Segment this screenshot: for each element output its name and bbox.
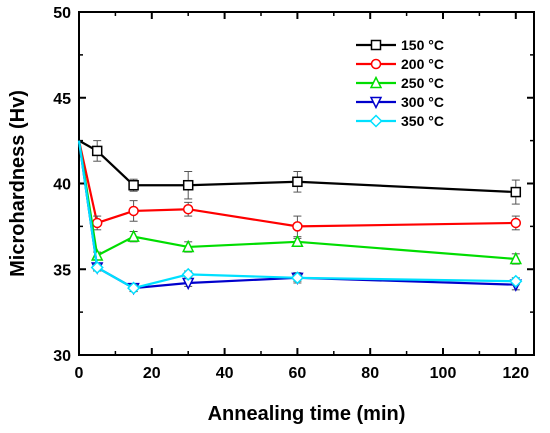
legend-entry-1: 150 °C bbox=[356, 37, 444, 53]
data-point bbox=[509, 251, 523, 265]
series-line bbox=[77, 140, 516, 290]
series-line bbox=[77, 140, 516, 290]
y-axis-title: Microhardness (Hv) bbox=[7, 90, 29, 277]
x-tick-label: 80 bbox=[361, 365, 379, 382]
data-point bbox=[128, 205, 139, 217]
data-point bbox=[292, 221, 303, 232]
legend-entry-3: 250 °C bbox=[356, 75, 444, 91]
data-point bbox=[510, 217, 522, 229]
legend-label: 250 °C bbox=[401, 75, 444, 91]
data-point bbox=[509, 274, 523, 288]
series-layer bbox=[77, 139, 523, 296]
x-tick-label: 120 bbox=[502, 365, 529, 382]
y-tick-label: 30 bbox=[53, 348, 71, 365]
series-line bbox=[77, 140, 516, 261]
data-point bbox=[290, 271, 304, 285]
data-point bbox=[127, 281, 141, 295]
series-2 bbox=[77, 140, 522, 238]
data-point bbox=[91, 145, 103, 157]
data-point bbox=[127, 229, 140, 242]
x-tick-label: 0 bbox=[75, 365, 84, 382]
legend-label: 350 °C bbox=[401, 113, 444, 129]
x-tick-label: 40 bbox=[216, 365, 234, 382]
series-line bbox=[77, 140, 516, 228]
axes: 0 20 40 60 80 100 120 30 35 40 45 50 bbox=[53, 5, 535, 382]
series-5 bbox=[77, 140, 523, 295]
data-point bbox=[291, 234, 304, 248]
legend-marker bbox=[369, 114, 383, 128]
x-axis-title: Annealing time (min) bbox=[208, 403, 406, 425]
series-3 bbox=[77, 140, 523, 265]
legend: 150 °C 200 °C 250 °C 300 °C 350 °C bbox=[356, 37, 444, 129]
series-1 bbox=[78, 139, 522, 205]
data-point bbox=[91, 217, 103, 229]
data-point bbox=[90, 248, 104, 261]
legend-label: 200 °C bbox=[401, 56, 444, 72]
legend-marker bbox=[369, 96, 383, 110]
legend-marker bbox=[369, 75, 383, 89]
data-point bbox=[181, 267, 195, 281]
legend-entry-2: 200 °C bbox=[356, 56, 444, 72]
data-point bbox=[182, 179, 194, 191]
data-point bbox=[181, 239, 195, 253]
data-point bbox=[90, 260, 104, 275]
data-point bbox=[128, 179, 139, 191]
x-tick-label: 100 bbox=[430, 365, 457, 382]
data-point bbox=[182, 203, 194, 215]
legend-label: 150 °C bbox=[401, 37, 444, 53]
legend-entry-5: 350 °C bbox=[356, 113, 444, 129]
data-point bbox=[510, 186, 522, 198]
y-tick-label: 40 bbox=[53, 177, 71, 194]
data-point bbox=[292, 176, 303, 188]
legend-marker bbox=[370, 39, 382, 51]
legend-marker bbox=[370, 58, 382, 70]
x-tick-label: 60 bbox=[289, 365, 307, 382]
x-tick-label: 20 bbox=[143, 365, 161, 382]
legend-entry-4: 300 °C bbox=[356, 94, 444, 110]
y-tick-label: 45 bbox=[53, 91, 71, 108]
series-4 bbox=[77, 140, 523, 296]
y-tick-label: 35 bbox=[53, 262, 71, 279]
legend-label: 300 °C bbox=[401, 94, 444, 110]
plot-frame bbox=[78, 11, 535, 356]
y-tick-label: 50 bbox=[53, 5, 71, 22]
